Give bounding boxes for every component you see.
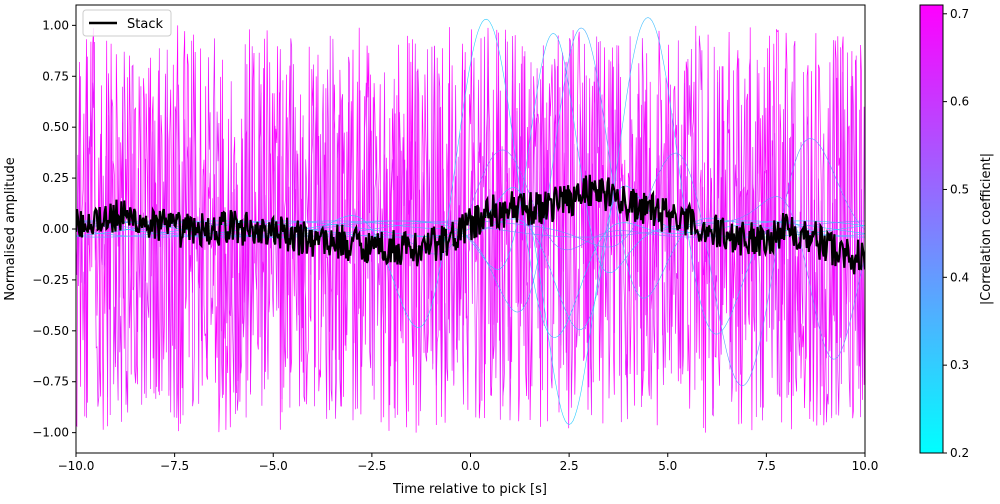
x-tick-label: −5.0 — [259, 459, 288, 473]
colorbar-tick-label: 0.2 — [950, 446, 969, 460]
y-tick-label: −1.00 — [32, 426, 69, 440]
x-axis-ticks: −10.0 −7.5 −5.0 −2.5 0.0 2.5 5.0 7.5 10.0 — [58, 453, 879, 473]
legend-label-stack: Stack — [127, 17, 163, 32]
y-tick-label: 0.75 — [42, 69, 69, 83]
x-tick-label: 2.5 — [560, 459, 579, 473]
legend: Stack — [82, 9, 172, 37]
stack-line — [76, 174, 865, 275]
colorbar-gradient — [919, 4, 944, 454]
y-axis-ticks: −1.00 −0.75 −0.50 −0.25 0.00 0.25 0.50 0.75 1.00 — [32, 18, 76, 440]
colorbar-tick-label: 0.3 — [950, 358, 969, 372]
x-axis-label: Time relative to pick [s] — [392, 482, 547, 497]
x-tick-label: 0.0 — [461, 459, 480, 473]
y-tick-label: −0.50 — [32, 324, 69, 338]
y-tick-label: −0.25 — [32, 273, 69, 287]
colorbar-ticks: 0.2 0.3 0.4 0.5 0.6 0.7 — [943, 7, 969, 460]
y-tick-label: 0.00 — [42, 222, 69, 236]
stack-line-group — [76, 174, 865, 275]
y-tick-label: 0.50 — [42, 120, 69, 134]
y-tick-label: −0.75 — [32, 375, 69, 389]
x-tick-label: 5.0 — [658, 459, 677, 473]
y-tick-label: 1.00 — [42, 18, 69, 32]
colorbar-label: |Correlation coefficient| — [979, 153, 994, 305]
colorbar-tick-label: 0.6 — [950, 95, 969, 109]
x-tick-label: −2.5 — [357, 459, 386, 473]
legend-box — [82, 9, 172, 37]
trace-line — [76, 25, 865, 433]
x-tick-label: −10.0 — [58, 459, 95, 473]
x-tick-label: −7.5 — [160, 459, 189, 473]
y-axis-label: Normalised amplitude — [3, 157, 18, 301]
y-tick-label: 0.25 — [42, 171, 69, 185]
x-tick-label: 7.5 — [757, 459, 776, 473]
x-tick-label: 10.0 — [852, 459, 879, 473]
colorbar-tick-label: 0.5 — [950, 182, 969, 196]
colorbar-tick-label: 0.4 — [950, 270, 969, 284]
colorbar: 0.2 0.3 0.4 0.5 0.6 0.7 |Correlation coeffici… — [919, 4, 994, 460]
colorbar-tick-label: 0.7 — [950, 7, 969, 21]
